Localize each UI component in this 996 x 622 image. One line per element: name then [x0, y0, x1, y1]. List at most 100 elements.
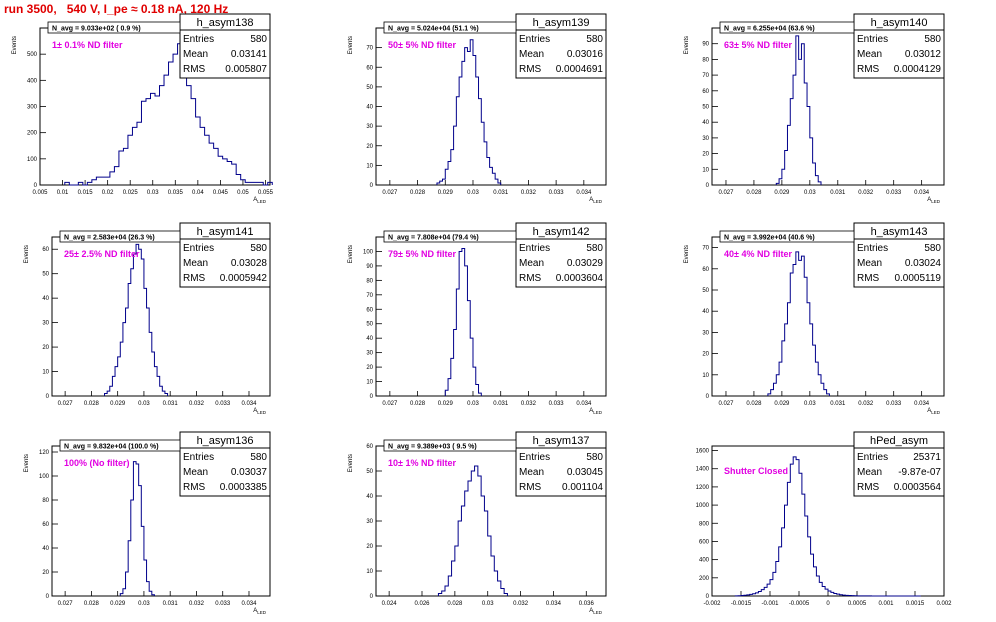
- histogram-panel-h_asym141: 0.027 0.028 0.029 0.03 0.031 0.032 0.033 0.034 0…: [24, 222, 271, 415]
- stats-title: h_asym142: [533, 226, 590, 238]
- x-tick-label: 0.034: [914, 401, 930, 407]
- y-axis-title: Events: [24, 245, 30, 263]
- stats-label: Mean: [519, 258, 544, 269]
- x-tick-label: 0.034: [546, 601, 562, 607]
- y-tick-label: 80: [702, 57, 709, 63]
- stats-box: [853, 431, 945, 497]
- y-tick-label: 60: [366, 444, 373, 450]
- stats-label: RMS: [857, 482, 880, 493]
- navg-box: [719, 21, 855, 34]
- histogram-line-h_asym139: [436, 39, 502, 185]
- x-tick-label: 0.034: [914, 190, 930, 196]
- stats-label: RMS: [183, 273, 206, 284]
- x-tick-label: 0.029: [438, 190, 454, 196]
- stats-label: Entries: [183, 243, 214, 254]
- y-axis-title: Events: [12, 36, 18, 54]
- x-tick-label: 0.031: [163, 601, 179, 607]
- stats-label: RMS: [183, 64, 206, 75]
- stats-title: h_asym140: [871, 17, 928, 29]
- x-tick-label: 0: [826, 601, 830, 607]
- filter-note: 50± 5% ND filter: [388, 40, 456, 50]
- stats-value: 0.0005119: [894, 273, 941, 284]
- x-tick-label: 0.028: [84, 601, 100, 607]
- y-tick-label: 60: [42, 522, 49, 528]
- y-tick-label: 40: [702, 309, 709, 315]
- x-tick-label: 0.05: [237, 190, 249, 196]
- x-axis-title-subscript: LED: [931, 410, 941, 415]
- x-tick-label: 0.032: [513, 601, 529, 607]
- y-tick-label: 40: [42, 296, 49, 302]
- stats-box: [515, 431, 607, 497]
- navg-box: [383, 230, 517, 243]
- stats-value: 0.001104: [562, 482, 603, 493]
- x-tick-label: -0.0005: [789, 601, 810, 607]
- stats-title: h_asym138: [197, 17, 254, 29]
- x-axis-title: ALED: [253, 408, 267, 415]
- x-tick-label: 0.032: [189, 601, 205, 607]
- x-tick-label: 0.034: [241, 601, 257, 607]
- x-tick-label: 0.04: [192, 190, 204, 196]
- navg-label: N_avg = 7.808e+04 (79.4 %): [388, 235, 479, 242]
- y-tick-label: 30: [702, 330, 709, 336]
- stats-title: h_asym143: [871, 226, 928, 238]
- stats-value: 0.0003385: [220, 482, 268, 493]
- x-tick-label: 0.025: [123, 190, 139, 196]
- x-tick-label: 0.026: [414, 601, 430, 607]
- y-axis-title: Events: [684, 245, 690, 263]
- x-axis-title: ALED: [253, 197, 267, 204]
- x-tick-label: 0.033: [215, 601, 231, 607]
- x-tick-label: 0.028: [410, 401, 426, 407]
- y-tick-label: 50: [702, 105, 709, 111]
- x-tick-label: 0.03: [804, 401, 816, 407]
- y-tick-label: 50: [42, 272, 49, 278]
- x-axis-title: ALED: [589, 608, 603, 615]
- x-tick-label: 0.033: [215, 401, 231, 407]
- y-tick-label: 60: [702, 89, 709, 95]
- navg-box: [719, 230, 855, 243]
- histogram-panel-h_asym136: 0.027 0.028 0.029 0.03 0.031 0.032 0.033 0.034 0…: [24, 431, 271, 615]
- stats-label: RMS: [857, 64, 880, 75]
- y-tick-label: 120: [39, 450, 50, 456]
- x-tick-label: 0.031: [830, 401, 846, 407]
- y-axis-title: Events: [348, 245, 354, 263]
- y-tick-label: 50: [366, 85, 373, 91]
- x-axis-title: ALED: [589, 408, 603, 415]
- navg-box: [59, 230, 181, 243]
- x-tick-label: 0.033: [549, 401, 565, 407]
- stats-label: Mean: [183, 49, 208, 60]
- histogram-line-h_asym141: [104, 243, 169, 396]
- y-tick-label: 40: [366, 105, 373, 111]
- x-tick-label: 0.033: [886, 401, 902, 407]
- stats-label: Mean: [519, 49, 544, 60]
- y-tick-label: 30: [366, 519, 373, 525]
- x-tick-label: 0.031: [830, 190, 846, 196]
- y-tick-label: 20: [702, 352, 709, 358]
- stats-value: 0.005807: [225, 64, 267, 75]
- y-tick-label: 600: [699, 539, 710, 545]
- stats-value: 0.03037: [231, 467, 268, 478]
- stats-value: 580: [586, 243, 603, 254]
- y-tick-label: 500: [27, 52, 38, 58]
- x-tick-label: 0.0015: [906, 601, 925, 607]
- y-tick-label: 60: [702, 267, 709, 273]
- histogram-line-h_asym142: [444, 248, 482, 396]
- navg-box: [47, 21, 181, 34]
- y-tick-label: 60: [366, 65, 373, 71]
- y-tick-label: 40: [702, 120, 709, 126]
- y-tick-label: 70: [366, 46, 373, 52]
- y-tick-label: 10: [702, 167, 709, 173]
- x-tick-label: 0.032: [189, 401, 205, 407]
- y-tick-label: 60: [42, 247, 49, 253]
- stats-label: RMS: [183, 482, 206, 493]
- y-tick-label: 70: [702, 73, 709, 79]
- navg-label: N_avg = 3.992e+04 (40.6 %): [724, 235, 815, 242]
- y-tick-label: 0: [46, 594, 50, 600]
- stats-label: RMS: [519, 64, 542, 75]
- x-tick-label: 0.027: [58, 601, 74, 607]
- x-tick-label: 0.055: [258, 190, 274, 196]
- filter-note: Shutter Closed: [724, 466, 788, 476]
- x-tick-label: 0.033: [549, 190, 565, 196]
- x-tick-label: 0.027: [718, 190, 734, 196]
- x-tick-label: 0.03: [467, 190, 479, 196]
- stats-value: 0.0004129: [894, 64, 942, 75]
